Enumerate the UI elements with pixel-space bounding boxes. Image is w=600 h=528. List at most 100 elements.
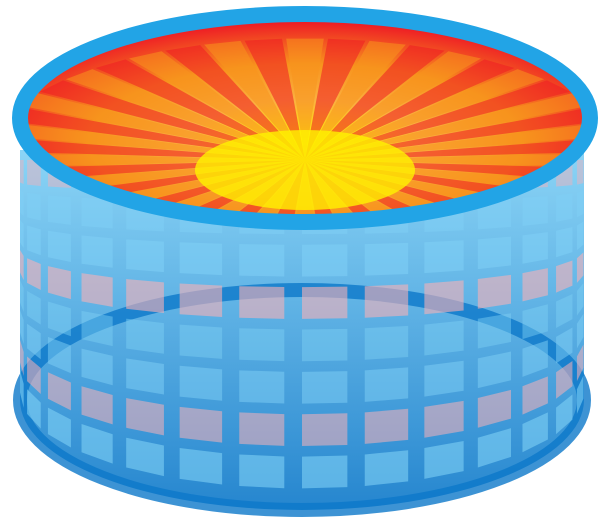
body-stripe-tile <box>522 304 548 340</box>
interior-ray <box>305 40 406 160</box>
interior-ray <box>305 51 482 160</box>
body-stripe-tile <box>239 328 285 362</box>
body-stripe-tile <box>81 197 113 229</box>
body-stripe-tile <box>47 407 71 448</box>
body-stripe-tile <box>576 375 584 414</box>
body-stripe-tile <box>302 371 348 404</box>
body-stripe-tile <box>424 400 464 438</box>
body-stripe-tile <box>179 324 223 359</box>
body-stripe-tile <box>576 160 584 185</box>
body-stripe-tile <box>239 244 285 277</box>
body-stripe-tile <box>239 454 285 489</box>
body-stripe-tile <box>556 260 573 293</box>
interior-ray <box>27 152 305 168</box>
body-stripe-tile <box>424 440 464 479</box>
interior-ray <box>165 45 305 160</box>
body-stripe-tile <box>364 408 409 444</box>
body-stripe-tile <box>556 193 573 222</box>
body-stripe-tile <box>179 406 223 443</box>
body-stripe-tile <box>126 239 164 273</box>
body-stripe-tile <box>20 220 24 248</box>
body-stripe-tile <box>239 286 285 319</box>
interior-ray <box>128 51 305 160</box>
body-stripe-tile <box>556 394 573 435</box>
body-stripe-tile <box>126 279 164 313</box>
body-stripe-tile <box>302 328 348 362</box>
body-stripe-tile <box>424 280 464 315</box>
body-stripe-tile <box>27 356 41 394</box>
body-stripe-tile <box>126 358 164 395</box>
body-stripe-tile <box>27 323 41 360</box>
body-stripe-tile <box>47 301 71 337</box>
body-stripe-tile <box>576 344 584 382</box>
body-stripe-tile <box>576 252 584 283</box>
body-stripe-tile <box>556 327 573 364</box>
body-stripe-tile <box>27 225 41 256</box>
body-stripe-tile <box>47 372 71 411</box>
body-stripe-tile <box>556 294 573 329</box>
body-stripe-tile <box>424 320 464 356</box>
drum-top-rim <box>12 6 598 230</box>
body-stripe-tile <box>239 370 285 404</box>
body-stripe-tile <box>20 160 24 184</box>
body-stripe-tile <box>47 230 71 263</box>
body-stripe-tile <box>424 240 464 274</box>
body-stripe-tile <box>477 313 512 349</box>
body-stripe-tile <box>179 448 223 485</box>
body-stripe-tile <box>20 340 24 376</box>
body-stripe-tile <box>302 413 348 447</box>
body-stripe-tile <box>27 160 41 186</box>
body-stripe-tile <box>576 313 584 349</box>
body-stripe-tile <box>302 455 348 489</box>
body-stripe-tile <box>302 244 348 277</box>
body-stripe-tile <box>364 325 409 360</box>
body-stripe-tile <box>179 283 223 318</box>
body-stripe-tile <box>27 389 41 429</box>
interior-ray <box>305 38 366 160</box>
body-stripe-tile <box>556 361 573 399</box>
body-stripe-tile <box>27 291 41 325</box>
body-stripe-tile <box>302 286 348 319</box>
body-stripe-tile <box>20 280 24 312</box>
body-stripe-tile <box>477 274 512 309</box>
body-stripe-tile <box>522 376 548 415</box>
body-stripe-tile <box>27 192 41 221</box>
body-stripe-tile <box>576 190 584 218</box>
body-stripe-tile <box>522 232 548 264</box>
body-stripe-tile <box>126 318 164 354</box>
interior-core-glow <box>195 130 415 210</box>
body-stripe-tile <box>556 227 573 258</box>
body-stripe-tile <box>522 268 548 302</box>
body-stripe-tile <box>81 273 113 307</box>
body-stripe-tile <box>81 310 113 347</box>
interior-ray <box>204 40 305 160</box>
body-stripe-tile <box>81 348 113 386</box>
body-stripe-tile <box>522 412 548 453</box>
body-stripe-tile <box>477 351 512 389</box>
body-stripe-tile <box>126 437 164 477</box>
body-stripe-tile <box>47 266 71 300</box>
body-stripe-tile <box>20 370 24 408</box>
interior-ray <box>305 45 445 160</box>
body-stripe-tile <box>364 242 409 276</box>
interior-ray <box>244 38 305 160</box>
body-stripe-tile <box>81 235 113 268</box>
body-stripe-tile <box>179 365 223 401</box>
body-stripe-tile <box>364 450 409 487</box>
body-stripe-tile <box>47 195 71 225</box>
body-stripe-tile <box>364 284 409 318</box>
interior-ray <box>286 38 324 160</box>
body-stripe-tile <box>239 412 285 446</box>
body-stripe-tile <box>81 424 113 464</box>
body-stripe-tile <box>126 398 164 436</box>
body-stripe-tile <box>522 340 548 377</box>
body-stripe-tile <box>27 258 41 290</box>
body-stripe-tile <box>576 283 584 316</box>
body-stripe-tile <box>20 190 24 216</box>
body-stripe-tile <box>20 250 24 280</box>
body-stripe-tile <box>522 196 548 227</box>
body-stripe-tile <box>20 310 24 344</box>
body-stripe-tile <box>576 221 584 251</box>
